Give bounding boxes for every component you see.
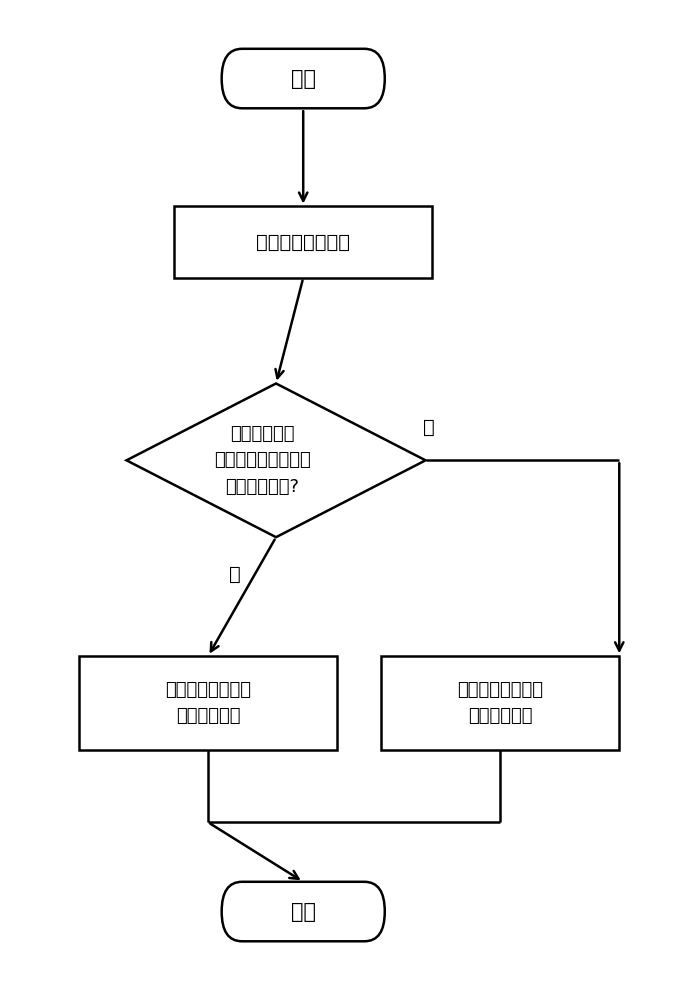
Text: 是: 是 xyxy=(229,565,241,584)
Text: 结束: 结束 xyxy=(291,902,316,922)
Bar xyxy=(174,206,432,278)
Text: 目标车速为零并给
定目标减速度: 目标车速为零并给 定目标减速度 xyxy=(458,681,544,725)
Bar xyxy=(79,656,337,750)
Polygon shape xyxy=(127,383,426,537)
Bar xyxy=(381,656,619,750)
Text: 计算制动提前距离: 计算制动提前距离 xyxy=(256,233,350,252)
Text: 开始: 开始 xyxy=(291,69,316,89)
FancyBboxPatch shape xyxy=(222,882,385,941)
FancyBboxPatch shape xyxy=(222,49,385,108)
Text: 制动提前距离
是否小于车辆到路径
停车点的距离?: 制动提前距离 是否小于车辆到路径 停车点的距离? xyxy=(214,425,311,496)
Text: 否: 否 xyxy=(423,418,435,437)
Text: 计算目标车速并给
定目标加速度: 计算目标车速并给 定目标加速度 xyxy=(165,681,251,725)
